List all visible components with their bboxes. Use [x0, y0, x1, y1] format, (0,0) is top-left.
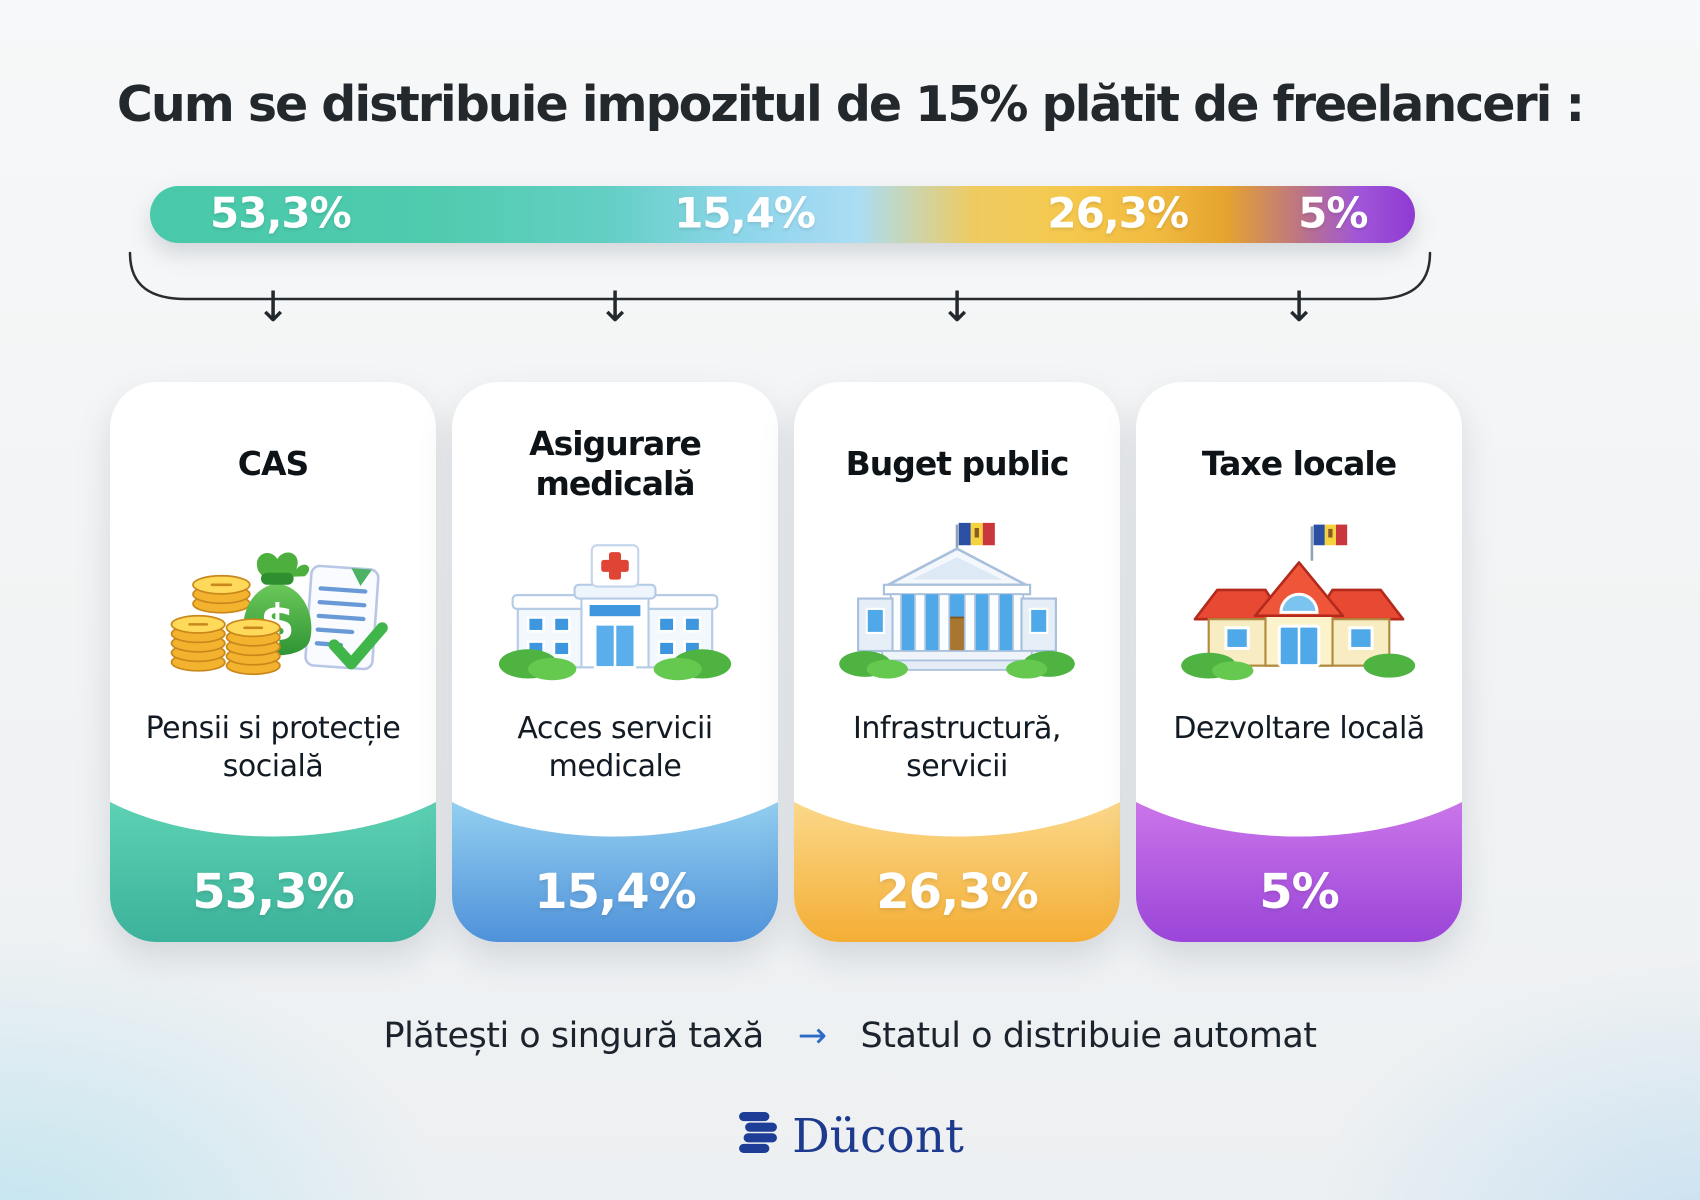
cards-row: CAS — [110, 382, 1462, 942]
down-arrow-icon: ↓ — [255, 282, 291, 331]
card-wave: 15,4% — [452, 782, 778, 942]
card-caption: Infrastructură, servicii — [853, 711, 1061, 784]
card-caption: Pensii si protecție socială — [145, 711, 401, 784]
bracket — [128, 251, 1432, 301]
brand-logo: Dücont — [0, 1106, 1700, 1166]
brand-logo-text: Dücont — [792, 1108, 964, 1164]
distribution-bar: 53,3% 15,4% 26,3% 5% — [150, 186, 1415, 243]
card-percent: 53,3% — [192, 864, 355, 920]
card-wave: 26,3% — [794, 782, 1120, 942]
card-percent: 26,3% — [876, 864, 1039, 920]
card-percent: 15,4% — [534, 864, 697, 920]
town-hall-house-icon — [1136, 516, 1462, 688]
bar-label-budget: 26,3% — [1047, 188, 1189, 238]
card-title: CAS — [237, 444, 310, 484]
footer-line: Plătești o singură taxă → Statul o distrib… — [0, 1016, 1700, 1056]
card-cas: CAS — [110, 382, 436, 942]
card-wave: 5% — [1136, 782, 1462, 942]
page-title: Cum se distribuie impozitul de 15% plăti… — [116, 76, 1585, 133]
money-savings-icon: $ — [110, 516, 436, 688]
card-wave: 53,3% — [110, 782, 436, 942]
bar-label-medical: 15,4% — [674, 188, 816, 238]
card-percent: 5% — [1259, 864, 1340, 920]
card-taxe-locale: Taxe locale — [1136, 382, 1462, 942]
down-arrow-icon: ↓ — [1281, 282, 1317, 331]
moldova-flag-icon — [1310, 524, 1348, 561]
card-caption: Acces servicii medicale — [517, 711, 713, 784]
bar-label-local: 5% — [1298, 188, 1368, 238]
footer-distribute-text: Statul o distribuie automat — [860, 1016, 1318, 1056]
card-title: Asigurare medicală — [529, 424, 702, 503]
bar-label-cas: 53,3% — [210, 188, 352, 238]
card-title: Buget public — [845, 444, 1070, 484]
card-buget-public: Buget public — [794, 382, 1120, 942]
card-asigurare-medicala: Asigurare medicală — [452, 382, 778, 942]
moldova-flag-icon — [955, 522, 995, 554]
stacked-bars-icon — [736, 1106, 780, 1166]
down-arrow-icon: ↓ — [597, 282, 633, 331]
right-arrow-icon: → — [797, 1016, 827, 1056]
footer-pay-text: Plătești o singură taxă — [383, 1016, 764, 1056]
down-arrow-icon: ↓ — [939, 282, 975, 331]
government-building-icon — [794, 516, 1120, 688]
card-title: Taxe locale — [1201, 444, 1397, 484]
card-caption: Dezvoltare locală — [1173, 711, 1425, 746]
hospital-icon — [452, 516, 778, 688]
